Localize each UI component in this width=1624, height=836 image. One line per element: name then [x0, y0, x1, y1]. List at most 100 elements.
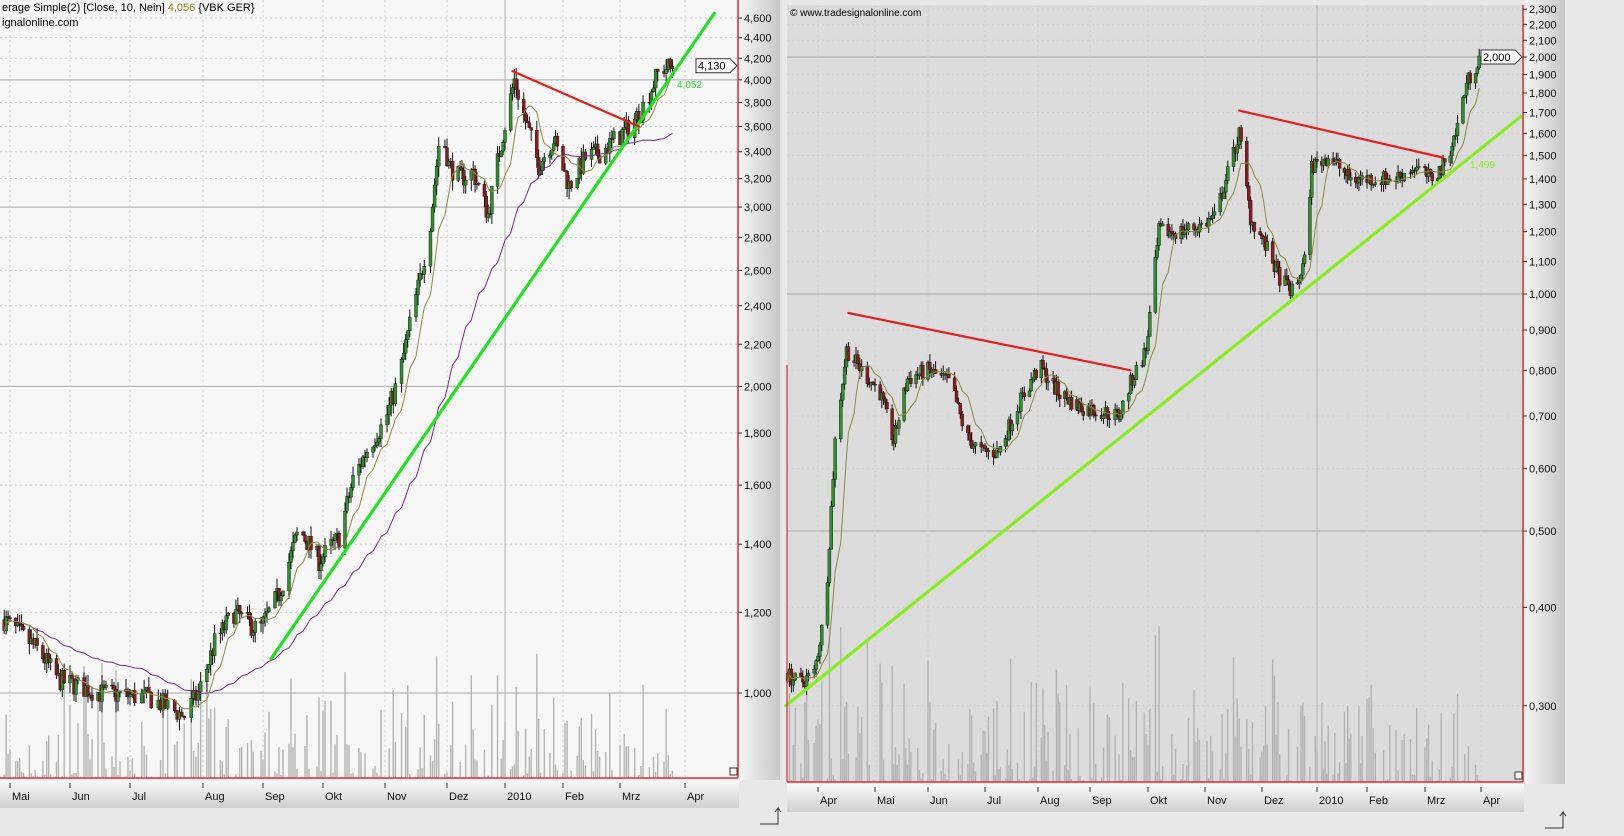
- candle-up: [1452, 135, 1456, 147]
- candle-up: [321, 556, 325, 564]
- candle-up: [1015, 411, 1020, 425]
- time-tick-label: Okt: [325, 791, 342, 803]
- price-tick-label: 2,600: [744, 265, 772, 277]
- price-tick-label: 1,600: [1529, 128, 1557, 140]
- candle-up: [1417, 166, 1421, 168]
- candle-up: [234, 609, 238, 624]
- candle-down: [443, 146, 447, 148]
- symbol-label: {VBK GER}: [198, 2, 255, 14]
- candle-down: [954, 390, 959, 403]
- candle-up: [205, 669, 209, 682]
- candle-up: [1113, 408, 1117, 420]
- candle-up: [842, 366, 847, 385]
- price-tick-label: 0,600: [1529, 464, 1557, 476]
- candle-up: [287, 561, 291, 592]
- candle-up: [831, 479, 835, 507]
- candle-up: [1349, 177, 1353, 181]
- time-tick-label: Jun: [930, 795, 948, 807]
- moving-average-fast: [3, 75, 673, 710]
- candle-down: [1423, 166, 1427, 168]
- candle-up: [641, 101, 645, 121]
- candle-down: [1443, 158, 1447, 163]
- candle-down: [86, 685, 90, 697]
- candle-up: [1153, 256, 1158, 313]
- candle-up: [1441, 158, 1445, 175]
- candle-down: [1246, 185, 1251, 201]
- candle-down: [1354, 177, 1358, 183]
- price-tick-label: 3,400: [744, 147, 772, 159]
- candle-down: [846, 346, 851, 361]
- candle-down: [238, 605, 242, 615]
- candle-up: [1386, 178, 1390, 185]
- candle-up: [542, 157, 546, 162]
- candle-up: [1448, 155, 1452, 163]
- time-tick-label: Mrz: [1427, 795, 1445, 807]
- candle-down: [249, 619, 254, 636]
- candle-up: [793, 672, 797, 681]
- price-tick-label: 1,300: [1529, 199, 1557, 211]
- candle-up: [1199, 222, 1204, 225]
- candle-up: [1265, 241, 1270, 251]
- indicator-label: erage Simple(2) [Close, 10, Nein]: [2, 2, 165, 14]
- candle-up: [548, 155, 552, 158]
- candle-down: [885, 402, 889, 409]
- candle-down: [1468, 72, 1472, 84]
- candle-down: [595, 143, 600, 156]
- candle-up: [503, 130, 507, 143]
- candle-down: [1278, 267, 1282, 286]
- candle-down: [450, 161, 455, 181]
- resize-handle: [729, 767, 738, 776]
- candle-up: [501, 141, 505, 152]
- candle-up: [1402, 173, 1406, 181]
- candle-up: [261, 616, 265, 624]
- left-chart-panel[interactable]: 4,052 4,600 4,400 4,200 4,000 3,800 3,600 3,400…: [0, 0, 782, 825]
- resistance-trendline: [511, 69, 640, 128]
- candle-up: [385, 414, 389, 425]
- price-tick-label: 1,900: [1529, 69, 1557, 81]
- candle-up: [1186, 223, 1191, 230]
- time-tick-label: Okt: [1150, 795, 1167, 807]
- candle-down: [799, 672, 803, 677]
- candle-down: [70, 674, 74, 679]
- time-tick-label: Feb: [1369, 795, 1388, 807]
- candle-down: [966, 425, 970, 433]
- candle-down: [873, 384, 877, 386]
- candle-down: [1337, 159, 1342, 169]
- candle-up: [902, 387, 906, 421]
- candle-down: [856, 354, 860, 364]
- candle-up: [1371, 184, 1375, 186]
- price-tick-label: 1,000: [744, 688, 772, 700]
- candle-up: [1455, 122, 1460, 136]
- candle-up: [1235, 144, 1240, 154]
- candle-up: [589, 149, 594, 160]
- candle-up: [581, 151, 586, 174]
- candle-down: [656, 68, 660, 72]
- candle-up: [1161, 223, 1165, 227]
- candle-up: [971, 445, 976, 449]
- right-chart-panel[interactable]: 1,499 2,300 2,200 2,100 2,000 1,900 1,800 1,700…: [784, 0, 1567, 829]
- price-tick-label: 2,000: [1529, 52, 1557, 64]
- candle-up: [1218, 192, 1222, 212]
- time-tick-label: Apr: [820, 795, 837, 807]
- candle-down: [62, 669, 66, 683]
- scroll-arrow-icon[interactable]: [760, 806, 782, 825]
- candle-down: [1383, 171, 1388, 185]
- resistance-trendline: [1238, 109, 1445, 159]
- time-tick-label: Mai: [12, 791, 30, 803]
- candle-up: [345, 496, 349, 512]
- scroll-arrow-icon[interactable]: [1545, 810, 1567, 829]
- candle-down: [536, 157, 541, 175]
- candle-up: [207, 664, 211, 670]
- time-tick-label: Aug: [1040, 795, 1060, 807]
- price-tick-label: 0,300: [1529, 701, 1557, 713]
- candle-down: [1315, 159, 1319, 162]
- candle-up: [403, 339, 408, 354]
- candle-up: [664, 69, 668, 74]
- candle-up: [575, 178, 579, 188]
- candle-up: [591, 147, 596, 150]
- candle-up: [917, 373, 922, 376]
- time-tick-label: Dez: [1264, 795, 1284, 807]
- candle-up: [289, 550, 293, 563]
- candle-up: [437, 146, 441, 167]
